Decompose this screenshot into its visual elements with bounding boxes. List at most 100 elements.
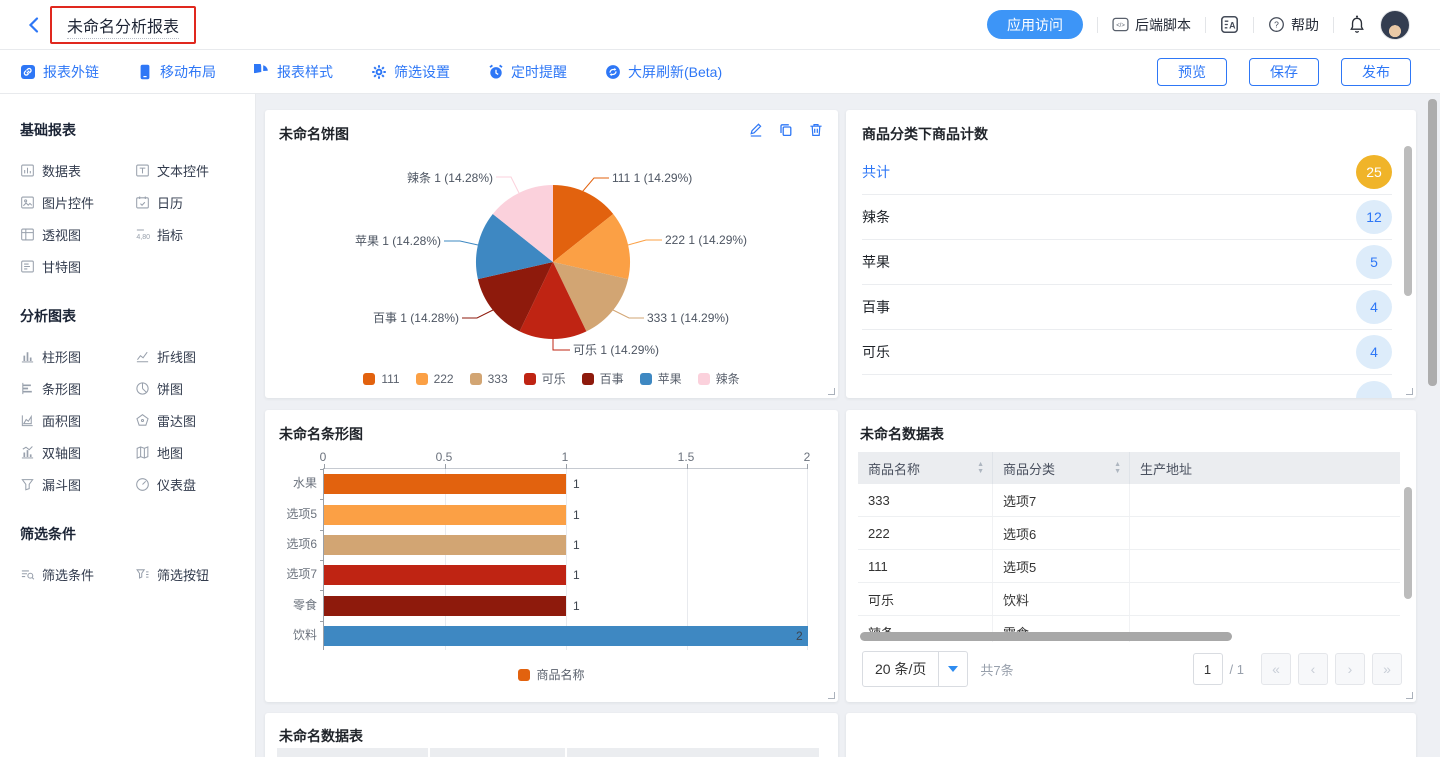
sidebar-item[interactable]: 数据表 (20, 154, 135, 186)
sort-icon[interactable] (977, 461, 984, 475)
pie-slice[interactable] (553, 262, 629, 332)
count-row[interactable]: 可乐 4 (862, 330, 1392, 375)
trash-icon[interactable] (808, 122, 824, 138)
v-scrollbar[interactable] (1404, 146, 1412, 296)
legend-item[interactable]: 333 (469, 370, 508, 387)
publish-button[interactable]: 发布 (1341, 57, 1411, 86)
count-row[interactable]: 苹果 5 (862, 240, 1392, 285)
legend-item[interactable]: 可乐 (523, 370, 566, 387)
sort-icon[interactable] (1114, 461, 1121, 475)
edit-icon[interactable] (748, 122, 764, 138)
avatar[interactable] (1380, 9, 1410, 40)
legend-item[interactable]: 苹果 (639, 370, 682, 387)
last-page-button[interactable] (1372, 653, 1402, 685)
table-cell (1130, 484, 1400, 516)
pie-slice[interactable] (519, 262, 587, 340)
legend-item[interactable]: 百事 (581, 370, 624, 387)
legend-item[interactable]: 222 (415, 370, 454, 387)
language-button[interactable]: A (1220, 15, 1239, 34)
page-title[interactable]: 未命名分析报表 (67, 18, 180, 39)
sidebar-item[interactable]: 漏斗图 (20, 468, 135, 500)
pie-slice[interactable] (492, 185, 553, 262)
sidebar-item[interactable]: 仪表盘 (135, 468, 250, 500)
total-count: 共7条 (980, 662, 1014, 678)
next-page-button[interactable] (1335, 653, 1365, 685)
app-access-button[interactable]: 应用访问 (987, 10, 1083, 39)
sidebar-item[interactable]: 文本控件 (135, 154, 250, 186)
sidebar-item[interactable]: 雷达图 (135, 404, 250, 436)
backend-script-button[interactable]: </> 后端脚本 (1112, 15, 1191, 35)
prev-page-button[interactable] (1298, 653, 1328, 685)
page-input[interactable]: 1 (1192, 653, 1223, 685)
sidebar-item[interactable]: 折线图 (135, 340, 250, 372)
bottom-table-card[interactable]: 未命名数据表 (265, 713, 838, 757)
v-scrollbar[interactable] (1404, 487, 1412, 599)
toolbar-item[interactable]: 定时提醒 (488, 62, 567, 82)
column-header[interactable]: 生产地址 (1130, 452, 1400, 484)
first-page-button[interactable] (1261, 653, 1291, 685)
sidebar-item[interactable]: 图片控件 (20, 186, 135, 218)
sidebar-item[interactable]: 筛选条件 (20, 558, 135, 590)
sidebar-item[interactable]: 柱形图 (20, 340, 135, 372)
count-card[interactable]: 商品分类下商品计数 共计 25 辣条 12 苹果 5 百事 4 可乐 4 (846, 110, 1416, 398)
pie-slice[interactable] (553, 214, 631, 280)
toolbar-item[interactable]: 报表外链 (20, 62, 99, 82)
bar[interactable] (324, 565, 566, 585)
page-size-select[interactable]: 20 条/页 (862, 651, 969, 687)
svg-text:?: ? (1274, 20, 1279, 30)
sidebar-item[interactable]: 条形图 (20, 372, 135, 404)
sidebar-item[interactable]: 双轴图 (20, 436, 135, 468)
pie-slice[interactable] (553, 185, 614, 262)
sidebar-item[interactable]: 日历 (135, 186, 250, 218)
timed-reminder-icon (488, 64, 504, 80)
resize-handle[interactable] (828, 692, 835, 699)
help-button[interactable]: ? 帮助 (1268, 15, 1319, 35)
bar-chart-icon (20, 381, 35, 396)
sidebar-item[interactable]: 甘特图 (20, 250, 135, 282)
legend-item[interactable]: 辣条 (697, 370, 740, 387)
pie-card[interactable]: 未命名饼图 (265, 110, 838, 398)
data-table-card[interactable]: 未命名数据表 商品名称 商品分类 生产地址 (846, 410, 1416, 702)
sidebar-item[interactable]: 地图 (135, 436, 250, 468)
bar[interactable] (324, 626, 808, 646)
bar[interactable] (324, 474, 566, 494)
pie-slice[interactable] (477, 262, 553, 332)
toolbar-item[interactable]: 移动布局 (137, 62, 216, 82)
count-row[interactable]: 百事 4 (862, 285, 1392, 330)
copy-icon[interactable] (778, 122, 794, 138)
resize-handle[interactable] (828, 388, 835, 395)
toolbar-item-label: 大屏刷新(Beta) (628, 63, 723, 80)
toolbar-item[interactable]: 筛选设置 (371, 62, 450, 82)
subbar: 报表外链 移动布局 报表样式 筛选设置 定时提醒 大屏刷新(Beta) 预览 保存 发布 (0, 50, 1440, 94)
column-header[interactable]: 商品名称 (858, 452, 993, 484)
legend-item[interactable]: 111 (363, 370, 400, 387)
preview-button[interactable]: 预览 (1157, 57, 1227, 86)
sidebar-item[interactable]: 面积图 (20, 404, 135, 436)
resize-handle[interactable] (1406, 692, 1413, 699)
sidebar-item[interactable]: 饼图 (135, 372, 250, 404)
bar[interactable] (324, 505, 566, 525)
save-button[interactable]: 保存 (1249, 57, 1319, 86)
toolbar-item[interactable]: 报表样式 (254, 62, 333, 82)
sidebar-item[interactable]: 透视图 (20, 218, 135, 250)
count-row[interactable]: 共计 25 (862, 150, 1392, 195)
resize-handle[interactable] (1406, 388, 1413, 395)
toolbar-item[interactable]: 大屏刷新(Beta) (605, 62, 722, 82)
bar[interactable] (324, 596, 566, 616)
bar-value-label: 1 (573, 538, 580, 552)
back-button[interactable] (26, 14, 46, 36)
notification-bell[interactable] (1348, 15, 1366, 34)
count-row[interactable]: 辣条 12 (862, 195, 1392, 240)
sidebar-item[interactable]: 筛选按钮 (135, 558, 250, 590)
legend-item[interactable]: 商品名称 (518, 666, 585, 683)
empty-card[interactable] (846, 713, 1416, 757)
bar-chart-card[interactable]: 未命名条形图 0 0.5 1 1.5 2 水果 选项5 选项6 选项7 零食 饮料 (265, 410, 838, 702)
page-scrollbar[interactable] (1428, 99, 1437, 386)
column-header[interactable]: 商品分类 (993, 452, 1130, 484)
sidebar-item[interactable]: 4,80 指标 (135, 218, 250, 250)
count-label: 苹果 (862, 254, 890, 270)
pie-slice[interactable] (475, 214, 553, 280)
h-scrollbar[interactable] (860, 632, 1232, 641)
count-label: 辣条 (862, 209, 890, 225)
bar[interactable] (324, 535, 566, 555)
